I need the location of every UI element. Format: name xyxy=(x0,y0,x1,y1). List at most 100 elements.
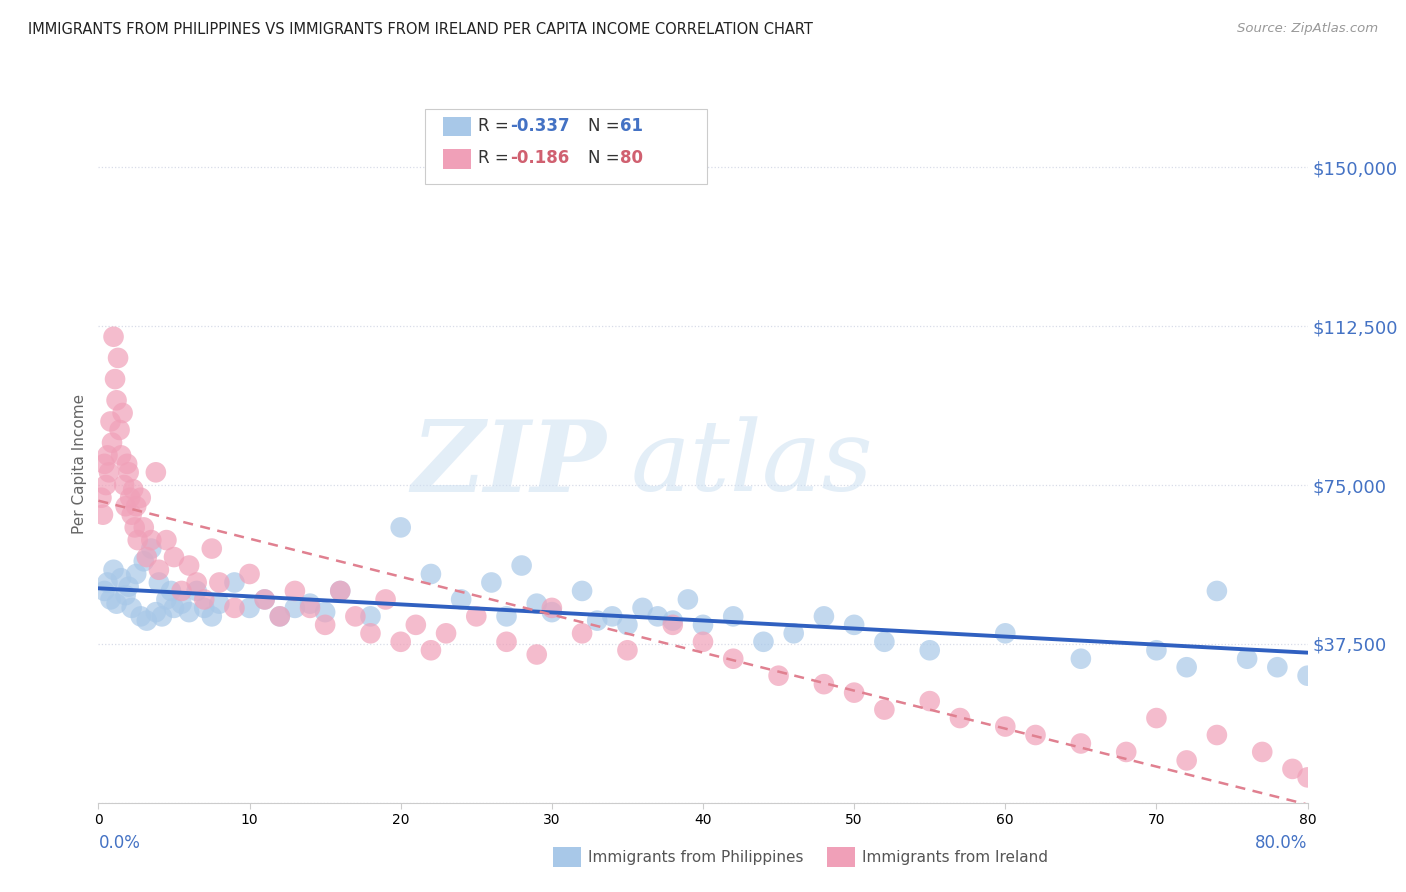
Point xyxy=(329,583,352,598)
Point xyxy=(1206,728,1229,742)
Point xyxy=(1070,651,1092,665)
Point xyxy=(208,575,231,590)
Point xyxy=(1206,583,1229,598)
Point xyxy=(100,592,122,607)
Point xyxy=(96,575,118,590)
Point xyxy=(148,575,170,590)
Point xyxy=(179,605,201,619)
Point xyxy=(434,626,457,640)
Text: 80.0%: 80.0% xyxy=(1256,834,1308,852)
Point xyxy=(193,592,215,607)
Point xyxy=(692,635,714,649)
Point xyxy=(121,601,143,615)
Point xyxy=(1175,660,1198,674)
Point xyxy=(1296,770,1319,785)
Point xyxy=(90,491,112,505)
Point xyxy=(420,643,443,657)
Point xyxy=(141,541,163,556)
Point xyxy=(873,635,896,649)
Point xyxy=(465,609,488,624)
Point xyxy=(495,635,517,649)
Point xyxy=(91,508,114,522)
Point xyxy=(110,571,132,585)
Point xyxy=(949,711,972,725)
Point xyxy=(111,406,134,420)
Point xyxy=(918,694,941,708)
Point xyxy=(1281,762,1303,776)
Point xyxy=(1175,753,1198,767)
Point xyxy=(253,592,276,607)
Point xyxy=(495,609,517,624)
Point xyxy=(100,414,122,428)
Point xyxy=(329,583,352,598)
Point xyxy=(918,643,941,657)
Point xyxy=(96,448,118,462)
Point xyxy=(571,583,593,598)
Point xyxy=(873,703,896,717)
Point xyxy=(647,609,669,624)
Point xyxy=(208,597,231,611)
Point xyxy=(125,567,148,582)
Point xyxy=(723,651,745,665)
Point xyxy=(122,482,145,496)
Point xyxy=(135,549,157,565)
Point xyxy=(186,575,208,590)
Point xyxy=(105,393,128,408)
Text: N =: N = xyxy=(588,149,624,167)
Point xyxy=(132,554,155,568)
Point xyxy=(112,478,135,492)
Point xyxy=(844,685,866,699)
Point xyxy=(1144,643,1167,657)
Point xyxy=(269,609,291,624)
Point xyxy=(284,583,307,598)
Point xyxy=(676,592,699,607)
Point xyxy=(201,541,224,556)
Point xyxy=(224,575,246,590)
Point xyxy=(121,508,143,522)
Text: IMMIGRANTS FROM PHILIPPINES VS IMMIGRANTS FROM IRELAND PER CAPITA INCOME CORRELA: IMMIGRANTS FROM PHILIPPINES VS IMMIGRANT… xyxy=(28,22,813,37)
Point xyxy=(186,583,208,598)
Point xyxy=(93,457,115,471)
Point xyxy=(114,500,136,514)
Point xyxy=(299,601,322,615)
Point xyxy=(661,614,683,628)
Point xyxy=(661,617,683,632)
Point xyxy=(132,520,155,534)
Point xyxy=(94,478,117,492)
Point xyxy=(239,601,262,615)
Point xyxy=(129,609,152,624)
Point xyxy=(101,435,124,450)
Point xyxy=(170,583,193,598)
Point xyxy=(692,617,714,632)
Point xyxy=(723,609,745,624)
Point xyxy=(98,466,121,480)
Point xyxy=(150,609,173,624)
Point xyxy=(145,605,167,619)
Point xyxy=(193,601,215,615)
Point xyxy=(1236,651,1258,665)
Point xyxy=(481,575,503,590)
Point xyxy=(586,614,609,628)
Point xyxy=(782,626,804,640)
Point xyxy=(450,592,472,607)
Point xyxy=(135,614,157,628)
Point xyxy=(129,491,152,505)
Text: Source: ZipAtlas.com: Source: ZipAtlas.com xyxy=(1237,22,1378,36)
Text: atlas: atlas xyxy=(630,417,873,511)
Point xyxy=(405,617,427,632)
Point xyxy=(994,626,1017,640)
Text: 80: 80 xyxy=(620,149,643,167)
Point xyxy=(616,643,638,657)
Point xyxy=(1251,745,1274,759)
Point xyxy=(93,583,115,598)
Point xyxy=(526,597,548,611)
Point xyxy=(108,423,131,437)
Point xyxy=(284,601,307,615)
Text: Immigrants from Philippines: Immigrants from Philippines xyxy=(588,850,803,864)
Point xyxy=(813,609,835,624)
Point xyxy=(115,457,138,471)
Point xyxy=(155,592,177,607)
Point xyxy=(360,609,382,624)
Point xyxy=(104,372,127,386)
Point xyxy=(155,533,177,547)
